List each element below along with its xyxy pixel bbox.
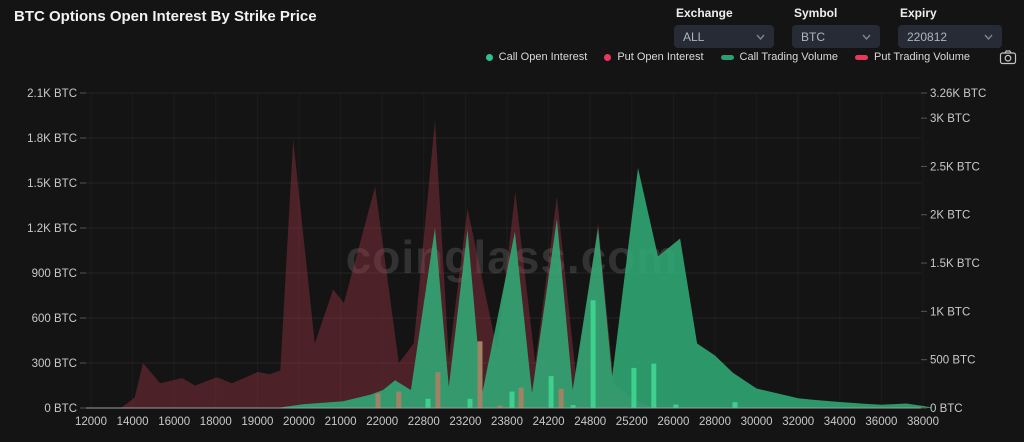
x-axis-tick-label: 18000 xyxy=(200,416,232,428)
bar-call-trading-volume xyxy=(651,363,657,408)
right-axis-tick-label: 1.5K BTC xyxy=(930,258,980,270)
x-axis-tick-label: 23200 xyxy=(449,416,481,428)
legend-label: Call Open Interest xyxy=(498,51,588,63)
x-axis-tick-label: 26000 xyxy=(657,416,689,428)
bar-put-trading-volume xyxy=(497,405,503,408)
bar-call-trading-volume xyxy=(631,367,637,408)
left-axis-tick-label: 0 BTC xyxy=(44,403,77,415)
bar-put-trading-volume xyxy=(396,391,402,408)
bar-put-trading-volume xyxy=(518,387,524,408)
symbol-dropdown[interactable]: BTC xyxy=(792,25,880,48)
left-axis-tick-label: 600 BTC xyxy=(32,313,77,325)
legend-item-call-trading-volume[interactable]: Call Trading Volume xyxy=(720,51,838,63)
expiry-label: Expiry xyxy=(900,6,937,20)
call-volume-pill-icon xyxy=(720,54,734,60)
bar-call-trading-volume xyxy=(467,398,473,408)
right-axis-tick-label: 500 BTC xyxy=(930,355,975,367)
expiry-control: Expiry 220812 xyxy=(898,4,1002,48)
x-axis-tick-label: 14000 xyxy=(117,416,149,428)
x-axis-tick-label: 25200 xyxy=(616,416,648,428)
exchange-label: Exchange xyxy=(676,6,733,20)
exchange-value: ALL xyxy=(683,29,705,44)
bar-put-trading-volume xyxy=(477,341,483,408)
page-title: BTC Options Open Interest By Strike Pric… xyxy=(14,8,317,25)
expiry-dropdown[interactable]: 220812 xyxy=(898,25,1002,48)
camera-icon[interactable] xyxy=(999,49,1017,65)
legend-label: Call Trading Volume xyxy=(739,51,838,63)
chevron-down-icon xyxy=(756,34,765,40)
x-axis-tick-label: 34000 xyxy=(824,416,856,428)
x-axis-tick-label: 23800 xyxy=(491,416,523,428)
bar-put-trading-volume xyxy=(435,372,441,408)
bar-call-trading-volume xyxy=(425,398,431,408)
expiry-value: 220812 xyxy=(907,29,948,44)
chevron-down-icon xyxy=(862,34,871,40)
x-axis-tick-label: 22800 xyxy=(408,416,440,428)
right-axis-tick-label: 0 BTC xyxy=(930,403,963,415)
left-axis-tick-label: 1.5K BTC xyxy=(27,178,77,190)
symbol-label: Symbol xyxy=(794,6,838,20)
x-axis-tick-label: 36000 xyxy=(865,416,897,428)
left-axis-tick-label: 900 BTC xyxy=(32,268,77,280)
x-axis-tick-label: 20000 xyxy=(283,416,315,428)
bar-put-trading-volume xyxy=(375,393,381,408)
left-axis-tick-label: 300 BTC xyxy=(32,358,77,370)
x-axis-tick-label: 21000 xyxy=(325,416,357,428)
chevron-down-icon xyxy=(984,34,993,40)
bar-call-trading-volume xyxy=(590,300,596,408)
x-axis-tick-label: 24800 xyxy=(574,416,606,428)
left-axis-tick-label: 1.8K BTC xyxy=(27,133,77,145)
left-axis-tick-label: 1.2K BTC xyxy=(27,223,77,235)
x-axis-tick-label: 16000 xyxy=(158,416,190,428)
right-axis-tick-label: 3.26K BTC xyxy=(930,88,986,100)
right-axis-tick-label: 3K BTC xyxy=(930,113,970,125)
x-axis-tick-label: 24200 xyxy=(533,416,565,428)
put-volume-pill-icon xyxy=(854,54,868,60)
x-axis-tick-label: 19000 xyxy=(241,416,273,428)
chart-controls: Exchange ALL Symbol BTC Expiry 220812 xyxy=(674,4,1002,48)
left-axis-tick-label: 2.1K BTC xyxy=(27,88,77,100)
right-axis-tick-label: 1K BTC xyxy=(930,306,970,318)
right-axis-tick-label: 2.5K BTC xyxy=(930,161,980,173)
chart-legend: Call Open Interest Put Open Interest Cal… xyxy=(485,51,970,63)
legend-item-put-trading-volume[interactable]: Put Trading Volume xyxy=(854,51,970,63)
call-oi-dot-icon xyxy=(485,53,493,61)
right-axis-tick-label: 2K BTC xyxy=(930,210,970,222)
x-axis-tick-label: 38000 xyxy=(907,416,939,428)
symbol-value: BTC xyxy=(801,29,825,44)
legend-label: Put Open Interest xyxy=(617,51,704,63)
x-axis-tick-label: 22000 xyxy=(366,416,398,428)
symbol-control: Symbol BTC xyxy=(792,4,880,48)
bar-call-trading-volume xyxy=(570,405,576,408)
x-axis-tick-label: 32000 xyxy=(782,416,814,428)
bar-put-trading-volume xyxy=(558,388,564,408)
x-axis-tick-label: 28000 xyxy=(699,416,731,428)
exchange-dropdown[interactable]: ALL xyxy=(674,25,774,48)
bar-call-trading-volume xyxy=(509,391,515,408)
bar-call-trading-volume xyxy=(548,376,554,408)
bar-call-trading-volume xyxy=(732,402,738,408)
legend-label: Put Trading Volume xyxy=(873,51,970,63)
bar-call-trading-volume xyxy=(673,404,679,408)
legend-item-put-open-interest[interactable]: Put Open Interest xyxy=(604,51,704,63)
put-oi-dot-icon xyxy=(604,53,612,61)
legend-item-call-open-interest[interactable]: Call Open Interest xyxy=(485,51,588,63)
area-call-open-interest xyxy=(276,168,934,408)
exchange-control: Exchange ALL xyxy=(674,4,774,48)
area-put-open-interest xyxy=(120,120,656,408)
x-axis-tick-label: 30000 xyxy=(741,416,773,428)
x-axis-tick-label: 12000 xyxy=(75,416,107,428)
